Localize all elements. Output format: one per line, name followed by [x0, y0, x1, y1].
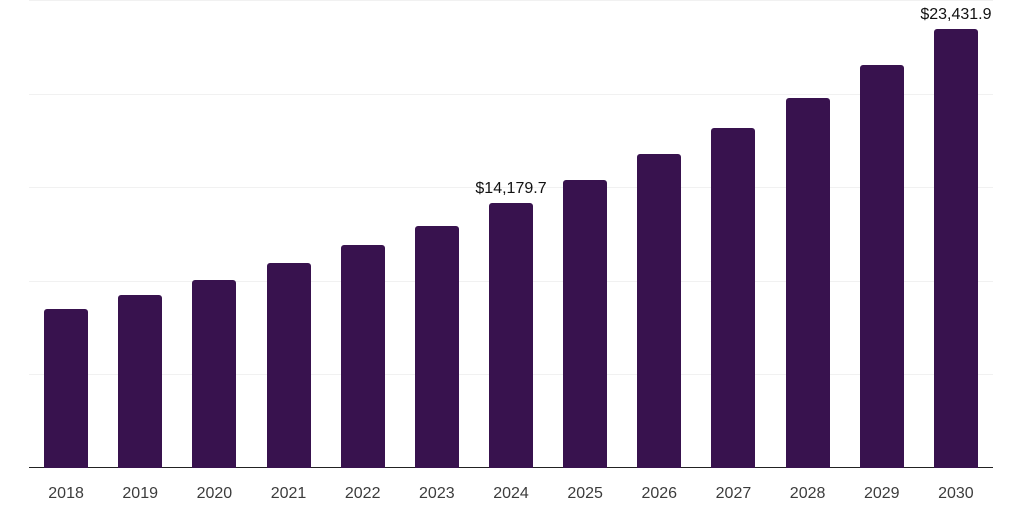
data-label-2024: $14,179.7 — [475, 179, 547, 197]
bar-2028 — [785, 97, 830, 468]
x-tick-label-2025: 2025 — [567, 485, 603, 502]
bar-2023 — [414, 225, 459, 468]
bar-2025 — [563, 179, 608, 468]
bar-2027 — [711, 127, 756, 468]
gridline-15000 — [29, 187, 993, 189]
x-tick-label-2021: 2021 — [270, 485, 307, 502]
x-tick-label-2020: 2020 — [196, 485, 233, 502]
x-tick-label-2019: 2019 — [122, 485, 158, 502]
bar-2019 — [118, 294, 163, 468]
bar-2026 — [637, 153, 682, 468]
bar-2024 — [489, 202, 533, 468]
bar-2029 — [859, 64, 904, 468]
gridline-20000 — [29, 93, 993, 95]
plot-area: $14,179.7 $23,431.9 — [29, 0, 993, 468]
bar-2020 — [192, 279, 237, 468]
x-tick-label-2029: 2029 — [863, 485, 900, 502]
bar-2021 — [266, 262, 311, 468]
x-tick-label-2030: 2030 — [938, 485, 974, 502]
x-tick-label-2028: 2028 — [789, 485, 826, 502]
gridline-25000 — [29, 0, 993, 1]
bar-2030 — [933, 29, 978, 468]
x-tick-label-2024: 2024 — [493, 485, 529, 502]
x-tick-label-2023: 2023 — [419, 485, 455, 502]
bar-2018 — [44, 308, 89, 468]
x-tick-label-2026: 2026 — [641, 485, 678, 502]
bar-2022 — [340, 244, 385, 468]
data-label-2030: $23,431.9 — [920, 6, 992, 24]
x-tick-label-2022: 2022 — [344, 485, 381, 502]
x-tick-label-2027: 2027 — [715, 485, 752, 502]
x-tick-label-2018: 2018 — [48, 485, 84, 502]
